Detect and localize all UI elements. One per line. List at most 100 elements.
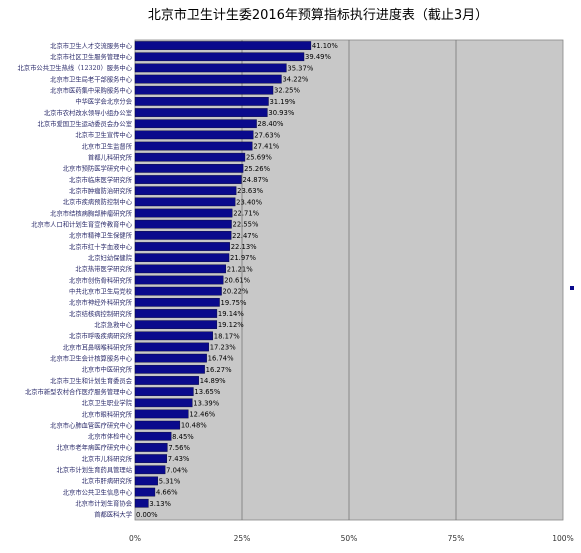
category-label: 北京市老年病医疗研究中心 [56, 443, 132, 452]
data-label: 8.45% [172, 433, 194, 441]
bar [134, 141, 253, 151]
data-label: 25.26% [244, 165, 270, 173]
data-label: 22.71% [233, 210, 259, 218]
category-label: 北京市卫生宣传中心 [75, 130, 132, 139]
category-label: 北京市创伤骨科研究所 [69, 275, 133, 284]
category-label: 北京市中医研究所 [82, 365, 133, 374]
bar [134, 342, 209, 352]
category-label: 北京市人口和计划生育宣传教育中心 [31, 219, 132, 228]
category-label: 北京市卫生监督所 [82, 141, 133, 150]
bar [134, 253, 230, 263]
bar [134, 74, 282, 84]
data-label: 21.21% [227, 265, 253, 273]
bar [134, 376, 199, 385]
bar [134, 387, 194, 396]
bar [134, 454, 168, 463]
x-tick-label: 100% [552, 534, 573, 543]
category-label: 北京市计划生育药具管理站 [56, 465, 132, 474]
x-axis: 0% 25% 50% 75% 100% 北京市卫生人才交流服务中心北京市社区卫生服务管理中… [18, 41, 574, 543]
category-label: 北京市精神卫生保健所 [69, 231, 133, 240]
data-label: 27.63% [254, 131, 280, 139]
bar [134, 197, 236, 207]
bar [134, 331, 213, 341]
bar [134, 275, 224, 285]
bar [134, 219, 232, 229]
bar [134, 309, 218, 318]
bar [134, 52, 305, 62]
category-label: 北京市卫生和计划生育委员会 [50, 376, 133, 385]
category-label: 首都儿科研究所 [88, 153, 133, 162]
category-label: 北京市卫生局老干部服务中心 [50, 74, 133, 83]
category-label: 北京急救中心 [94, 320, 132, 329]
category-label: 北京市体检中心 [88, 432, 133, 441]
data-label: 12.46% [189, 410, 215, 418]
data-label: 16.27% [206, 366, 232, 374]
data-label: 30.93% [268, 109, 294, 117]
bar [134, 431, 172, 441]
category-label: 北京市心肺血管医疗研究中心 [50, 420, 133, 429]
data-label: 19.14% [218, 310, 244, 318]
category-label: 北京市肿瘤防治研究所 [69, 186, 133, 195]
data-label: 21.97% [230, 254, 256, 262]
data-label: 23.63% [237, 187, 263, 195]
category-label: 北京市结核病胸部肿瘤研究所 [50, 208, 133, 217]
bar [134, 353, 207, 363]
legend-marker [570, 286, 574, 290]
data-label: 31.19% [269, 98, 295, 106]
bar [134, 175, 242, 184]
category-label: 北京市神经外科研究所 [69, 298, 133, 307]
data-label: 22.47% [232, 232, 258, 240]
data-label: 27.41% [253, 143, 279, 151]
category-label: 北京市疾病预防控制中心 [63, 197, 133, 206]
bar [134, 108, 268, 117]
bar [134, 164, 244, 173]
data-label: 32.25% [274, 87, 300, 95]
category-label: 北京市计划生育协会 [75, 499, 132, 508]
data-label: 17.23% [210, 343, 236, 351]
category-label: 首都医科大学 [94, 510, 132, 519]
bar [134, 41, 312, 50]
data-label: 18.17% [214, 332, 240, 340]
data-label: 5.31% [159, 477, 181, 485]
category-label: 北京市眼科研究所 [82, 409, 133, 418]
bar [134, 186, 237, 196]
category-label: 北京市红十字血液中心 [69, 242, 133, 251]
category-label: 中共北京市卫生局党校 [69, 286, 133, 295]
data-label: 22.13% [231, 243, 257, 251]
bar [134, 286, 222, 296]
bar [134, 85, 274, 95]
category-label: 北京市农村改水领导小组办公室 [44, 108, 132, 117]
category-label: 北京结核病控制研究所 [69, 309, 133, 318]
data-label: 7.56% [168, 444, 190, 452]
category-label: 北京卫生职业学院 [82, 398, 133, 407]
data-label: 3.13% [149, 500, 171, 508]
data-label: 25.69% [246, 154, 272, 162]
category-label: 北京市预防医学研究中心 [63, 164, 133, 173]
data-label: 34.22% [282, 76, 308, 84]
data-label: 20.61% [224, 277, 250, 285]
category-label: 北京市社区卫生服务管理中心 [50, 52, 133, 61]
bar [134, 420, 181, 430]
data-label: 22.55% [233, 221, 259, 229]
bar [134, 409, 189, 419]
data-label: 35.37% [287, 64, 313, 72]
data-label: 0.00% [136, 511, 158, 519]
data-label: 7.04% [166, 466, 188, 474]
bar [134, 152, 246, 162]
data-label: 13.65% [194, 388, 220, 396]
bar [134, 320, 218, 329]
data-label: 39.49% [305, 53, 331, 61]
data-label: 4.66% [156, 489, 178, 497]
bar [134, 476, 158, 486]
bar [134, 119, 257, 129]
x-tick-label: 0% [129, 534, 141, 543]
data-label: 19.75% [221, 299, 247, 307]
category-label: 北京市呼吸疾病研究所 [69, 331, 133, 340]
bar [134, 208, 233, 218]
category-label: 北京市医药集中采购服务中心 [50, 86, 133, 95]
bar [134, 487, 156, 497]
bar-series: 41.10% 39.49% 35.37% 34.22% 32.25% 31.19% 30.9… [134, 41, 338, 519]
category-label: 北京市公共卫生热线（12320）服务中心 [18, 63, 133, 72]
category-label: 北京市爱国卫生运动委员会办公室 [38, 119, 132, 128]
